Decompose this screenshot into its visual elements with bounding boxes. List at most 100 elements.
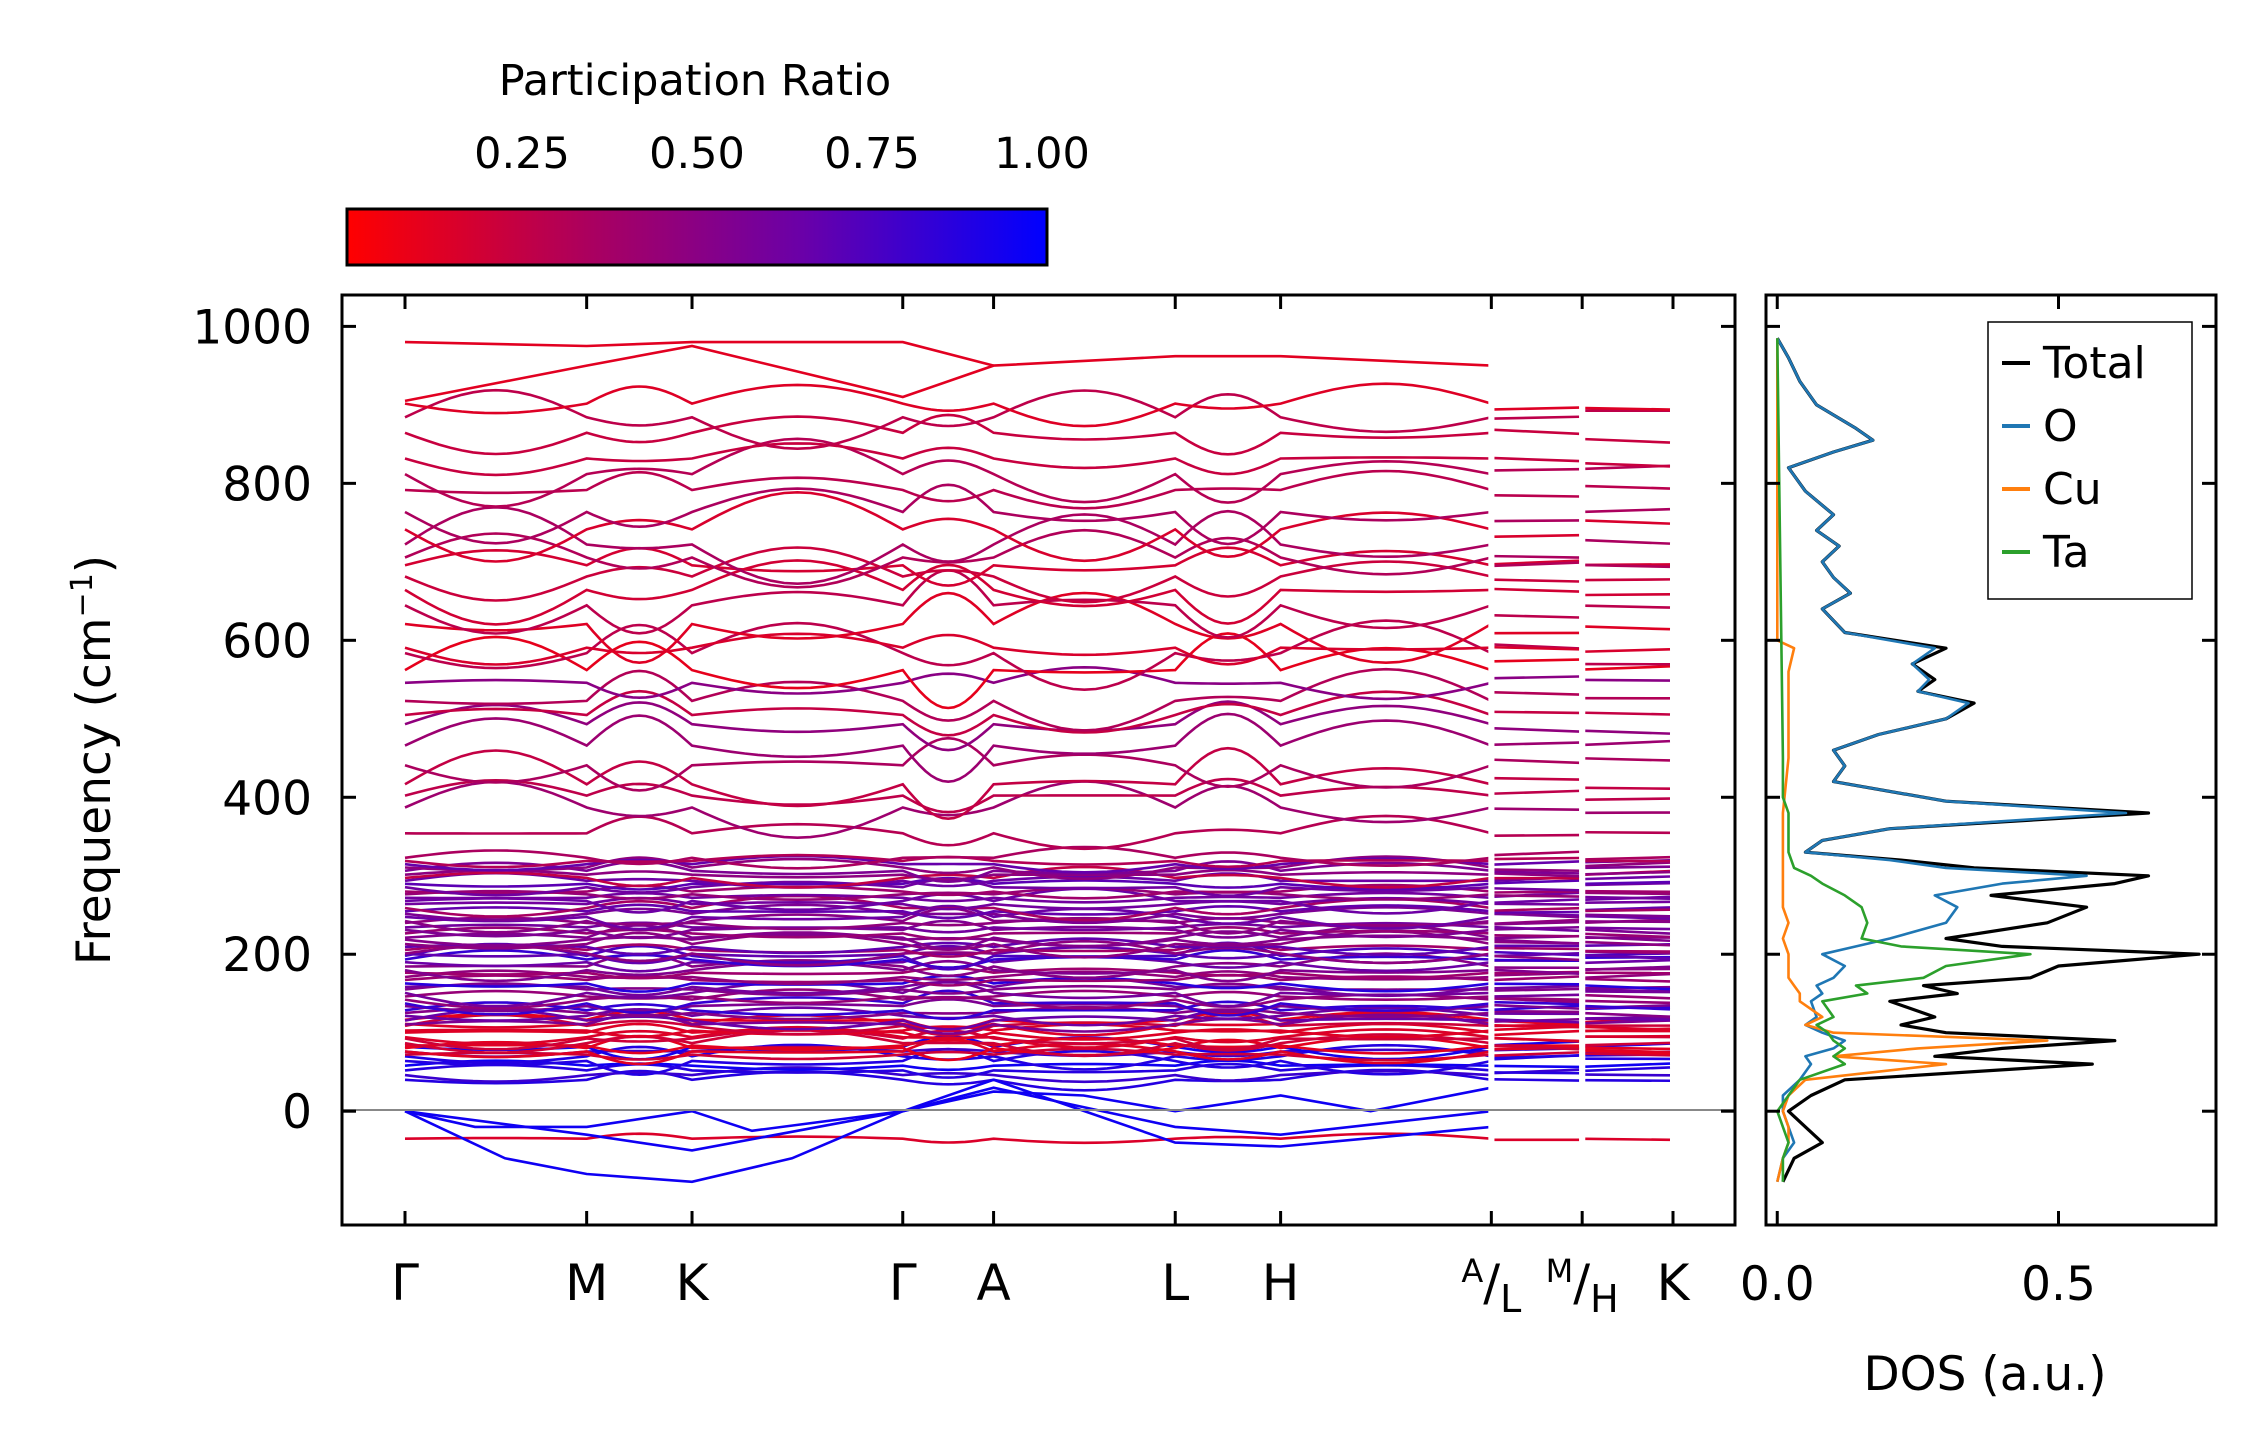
phonon-band-segment bbox=[1585, 1066, 1671, 1073]
dos-legend: Total O Cu Ta bbox=[1987, 321, 2193, 600]
phonon-band-segment bbox=[1494, 428, 1580, 436]
phonon-band bbox=[404, 490, 1492, 563]
phonon-band-segment bbox=[1494, 415, 1580, 420]
phonon-band bbox=[404, 1008, 1492, 1031]
phonon-band bbox=[404, 559, 1492, 626]
phonon-band-segment bbox=[1494, 872, 1580, 878]
x-tick-label: L bbox=[1161, 1254, 1189, 1312]
phonon-band-segment bbox=[1585, 665, 1671, 671]
phonon-band-segment bbox=[1585, 977, 1671, 983]
phonon-band bbox=[404, 568, 1492, 639]
phonon-band-segment bbox=[1494, 982, 1580, 986]
y-axis-label: Frequency (cm−1) bbox=[65, 555, 122, 965]
phonon-band-segment bbox=[1494, 920, 1580, 926]
colorbar-tick-label: 0.25 bbox=[474, 129, 570, 179]
phonon-band-segment bbox=[1585, 928, 1671, 935]
phonon-band bbox=[404, 989, 1492, 1005]
phonon-band bbox=[404, 700, 1492, 752]
phonon-band-segment bbox=[1585, 891, 1671, 896]
phonon-band-segment bbox=[1494, 894, 1580, 898]
phonon-band bbox=[404, 1066, 1492, 1084]
phonon-band-segment bbox=[1494, 493, 1580, 498]
phonon-band-segment bbox=[1585, 861, 1671, 868]
phonon-band bbox=[404, 777, 1492, 814]
phonon-band-segment bbox=[1585, 926, 1671, 931]
x-tick-label: M bbox=[565, 1254, 608, 1312]
phonon-band-segment bbox=[1494, 1029, 1580, 1037]
phonon-band-segment bbox=[1494, 710, 1580, 715]
colorbar: Participation Ratio 0.25 0.50 0.75 1.00 bbox=[345, 56, 1090, 267]
phonon-band bbox=[404, 1068, 1492, 1092]
phonon-band-segment bbox=[1494, 925, 1580, 933]
phonon-band bbox=[404, 1005, 1492, 1021]
phonon-band-segment bbox=[1494, 1024, 1580, 1029]
band-axes: 0 200 400 600 800 1000 Γ M K Γ A L H A/L M/H K bbox=[192, 295, 1735, 1321]
phonon-band-segment bbox=[1494, 789, 1580, 795]
phonon-band-segment bbox=[1585, 949, 1671, 953]
phonon-band bbox=[404, 665, 1492, 701]
phonon-band-segment bbox=[1585, 578, 1671, 582]
phonon-band bbox=[404, 939, 1492, 967]
phonon-band-segment bbox=[1585, 1011, 1671, 1018]
y-tick-label: 0 bbox=[282, 1085, 312, 1140]
phonon-band-segment bbox=[1494, 587, 1580, 593]
phonon-band-segment bbox=[1494, 958, 1580, 962]
phonon-band-segment bbox=[1585, 406, 1671, 411]
dos-x-axis-label: DOS (a.u.) bbox=[1863, 1347, 2106, 1402]
phonon-band-segment bbox=[1585, 1046, 1671, 1051]
phonon-band-segment bbox=[1494, 856, 1580, 861]
phonon-band-segment bbox=[1494, 758, 1580, 765]
x-tick-label: A bbox=[976, 1254, 1010, 1312]
colorbar-tick-label: 0.75 bbox=[824, 129, 920, 179]
phonon-band bbox=[404, 667, 1492, 732]
phonon-band-segment bbox=[1585, 895, 1671, 900]
phonon-band-segment bbox=[1585, 900, 1671, 904]
phonon-band-segment bbox=[1494, 807, 1580, 812]
dos-axes: 0.0 0.5 bbox=[1740, 295, 2216, 1312]
phonon-band-segment bbox=[1494, 456, 1580, 463]
phonon-band-segment bbox=[1494, 1018, 1580, 1024]
phonon-band-segment bbox=[1494, 933, 1580, 938]
phonon-band-segment bbox=[1494, 993, 1580, 998]
phonon-band-segment bbox=[1494, 1037, 1580, 1043]
phonon-band-segment bbox=[1494, 946, 1580, 951]
phonon-band-segment bbox=[1494, 614, 1580, 619]
legend-label-o: O bbox=[2043, 401, 2078, 452]
phonon-band bbox=[404, 989, 1492, 1017]
phonon-band-segment bbox=[1494, 1054, 1580, 1060]
phonon-band bbox=[404, 1023, 1492, 1039]
phonon-band bbox=[404, 904, 1492, 931]
phonon-band-segment bbox=[1494, 850, 1580, 857]
phonon-band bbox=[404, 382, 1492, 428]
band-structure-panel: 0 200 400 600 800 1000 Γ M K Γ A L H A/L M/H K Frequenc… bbox=[65, 293, 1737, 1321]
phonon-band-segment bbox=[1585, 711, 1671, 716]
phonon-band-segment bbox=[1494, 984, 1580, 990]
phonon-band-segment bbox=[1494, 675, 1580, 680]
phonon-band-segment bbox=[1494, 1003, 1580, 1010]
phonon-band-segment bbox=[1585, 935, 1671, 943]
phonon-band-segment bbox=[1494, 938, 1580, 945]
x-tick-label: K bbox=[1657, 1254, 1691, 1312]
phonon-band-segment bbox=[1494, 906, 1580, 912]
legend-label-ta: Ta bbox=[2042, 527, 2090, 578]
phonon-band-segment bbox=[1585, 988, 1671, 993]
phonon-band-segment bbox=[1585, 739, 1671, 747]
dos-curves bbox=[1775, 337, 2201, 1183]
phonon-band bbox=[404, 689, 1492, 737]
phonon-band bbox=[404, 937, 1492, 957]
x-tick-label: H bbox=[1262, 1254, 1300, 1312]
phonon-band-segment bbox=[1494, 1078, 1580, 1082]
phonon-band bbox=[404, 886, 1492, 902]
phonon-band-segment bbox=[1585, 972, 1671, 979]
colorbar-ticks: 0.25 0.50 0.75 1.00 bbox=[474, 129, 1090, 265]
phonon-band-segment bbox=[1494, 726, 1580, 733]
colorbar-title: Participation Ratio bbox=[499, 56, 892, 106]
phonon-band-segment bbox=[1585, 889, 1671, 894]
phonon-band bbox=[404, 483, 1492, 546]
phonon-band-segment bbox=[1494, 554, 1580, 559]
phonon-band bbox=[404, 712, 1492, 784]
dos-curve-ta bbox=[1776, 338, 2032, 1182]
acoustic-branch bbox=[404, 1078, 1492, 1184]
x-tick-label: Γ bbox=[889, 1254, 917, 1312]
